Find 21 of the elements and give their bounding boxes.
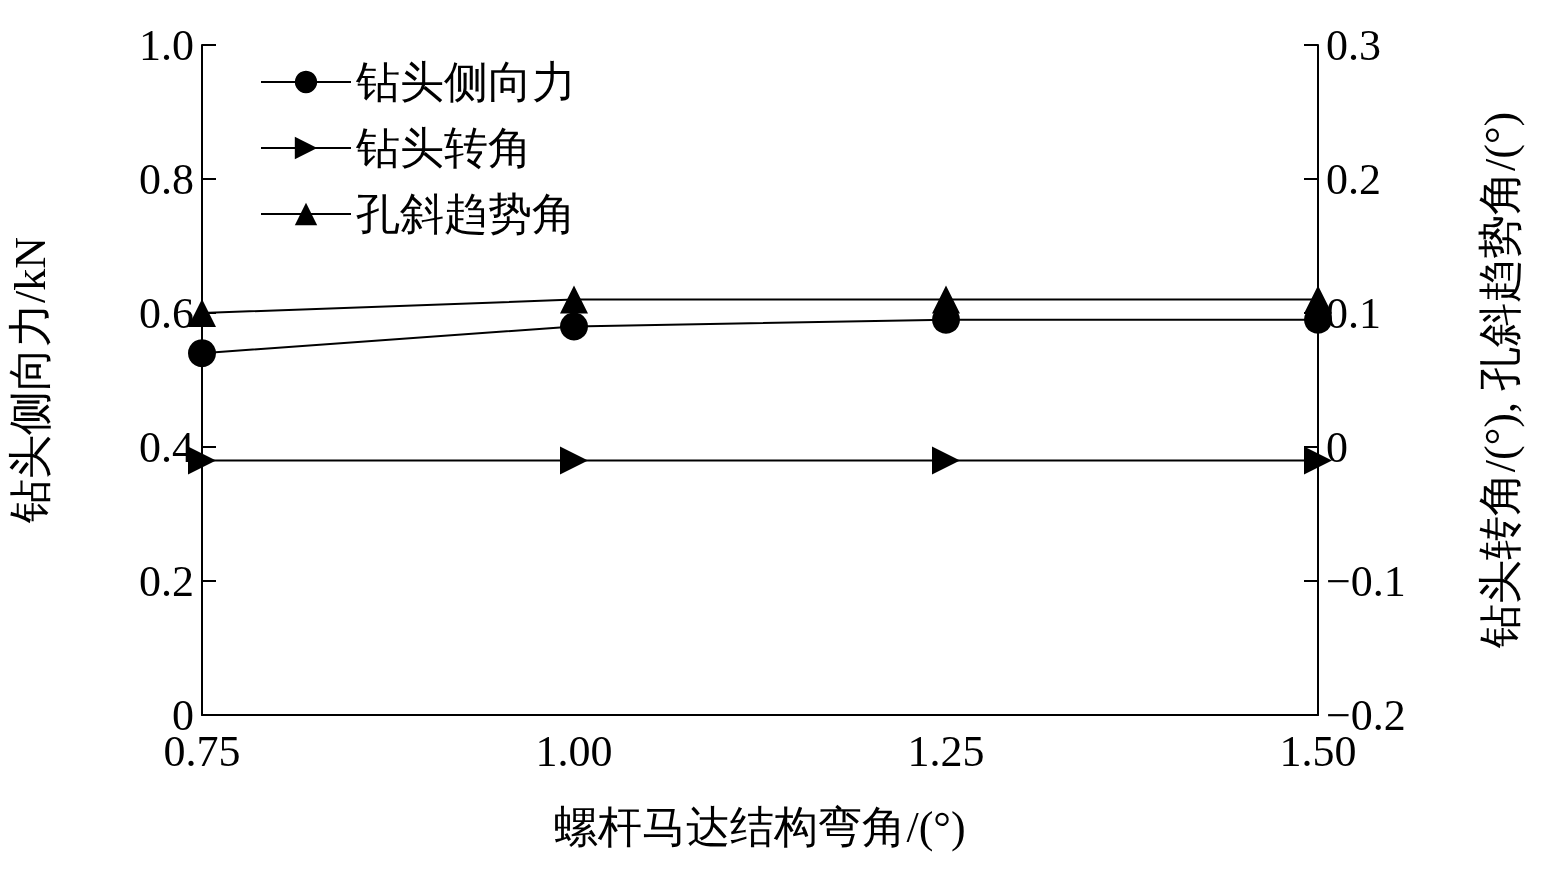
legend-label: 钻头侧向力 <box>355 57 576 107</box>
point <box>932 446 960 475</box>
y-tick-label: 0.6 <box>139 288 194 338</box>
y2-tick-label: 0 <box>1326 422 1348 472</box>
y2-tick-label: 0.2 <box>1326 154 1381 204</box>
x-tick-label: 1.00 <box>535 726 613 776</box>
legend-label: 钻头转角 <box>355 123 532 173</box>
point <box>932 285 960 314</box>
x-axis-title: 螺杆马达结构弯角/(°) <box>554 802 966 852</box>
point <box>188 446 216 475</box>
point <box>560 446 588 475</box>
legend-label: 孔斜趋势角 <box>356 189 576 239</box>
y-tick-label: 1.0 <box>139 20 194 70</box>
y-tick-label: 0.8 <box>139 154 194 204</box>
y-tick-label: 0.2 <box>139 556 194 606</box>
y2-axis-title: 钻头转角/(°), 孔斜趋势角/(°) <box>1475 111 1525 650</box>
y2-tick-label: 0.3 <box>1326 20 1381 70</box>
y2-tick-label: −0.1 <box>1326 556 1406 606</box>
x-tick-label: 1.25 <box>907 726 985 776</box>
y-axis-title: 钻头侧向力/kN <box>5 237 55 524</box>
point <box>560 285 588 314</box>
